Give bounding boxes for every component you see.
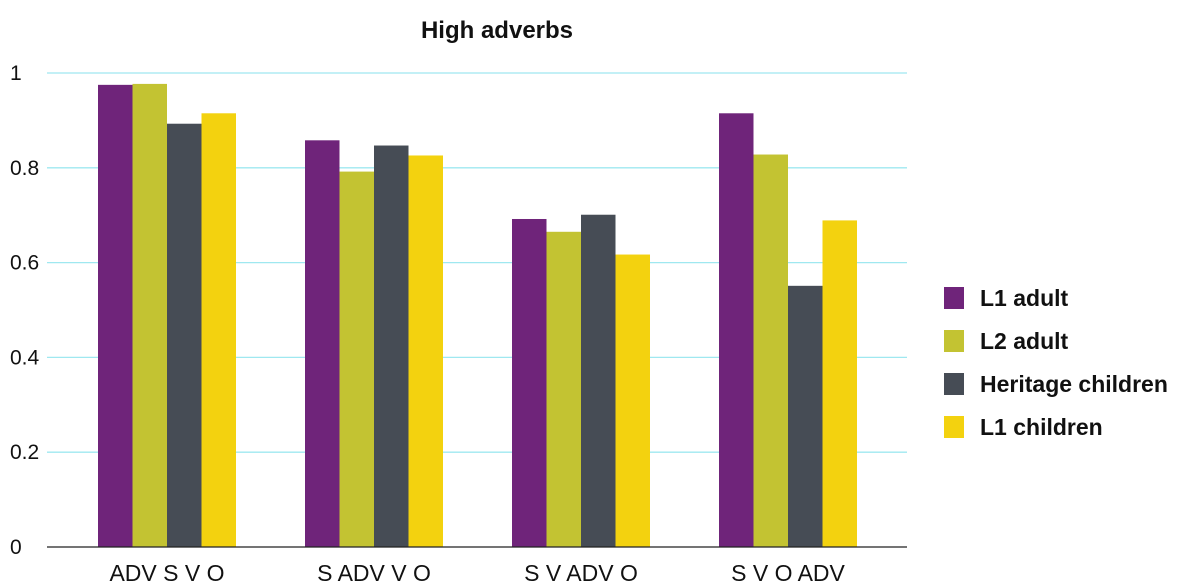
- bar: [546, 231, 581, 548]
- bar: [822, 220, 857, 547]
- legend-label: L2 adult: [980, 328, 1069, 354]
- legend: L1 adult L2 adult Heritage children L1 chil…: [944, 285, 1168, 440]
- bars: [98, 83, 857, 548]
- y-tick-label: 0.2: [10, 441, 39, 464]
- bar: [581, 214, 616, 547]
- y-tick-label: 0.8: [10, 157, 39, 180]
- legend-swatch: [944, 416, 964, 438]
- bar: [305, 140, 340, 548]
- bar: [374, 145, 409, 547]
- x-tick-label: ADV S V O: [109, 560, 224, 582]
- y-tick-label: 0.4: [10, 346, 40, 369]
- bar: [132, 83, 167, 547]
- chart-title: High adverbs: [421, 17, 573, 44]
- x-tick-label: S ADV V O: [317, 560, 431, 582]
- bar: [201, 113, 236, 547]
- legend-label: Heritage children: [980, 371, 1168, 397]
- y-tick-label: 1: [10, 62, 22, 85]
- x-tick-label: S V ADV O: [524, 560, 638, 582]
- legend-swatch: [944, 330, 964, 352]
- bar: [98, 84, 133, 547]
- bar: [167, 123, 202, 547]
- legend-label: L1 children: [980, 414, 1103, 440]
- legend-label: L1 adult: [980, 285, 1069, 311]
- bar: [753, 154, 788, 547]
- y-tick-label: 0: [10, 536, 22, 559]
- bar: [615, 254, 650, 548]
- y-axis-tick-labels: 0 0.2 0.4 0.6 0.8 1: [10, 62, 40, 559]
- bar: [788, 285, 823, 547]
- bar: [719, 113, 754, 547]
- y-tick-label: 0.6: [10, 252, 39, 275]
- x-tick-label: S V O ADV: [731, 560, 845, 582]
- bar: [512, 218, 547, 547]
- legend-swatch: [944, 373, 964, 395]
- bar: [339, 171, 374, 548]
- legend-swatch: [944, 287, 964, 309]
- bar: [408, 155, 443, 547]
- x-axis-category-labels: ADV S V O S ADV V O S V ADV O S V O ADV: [109, 560, 845, 582]
